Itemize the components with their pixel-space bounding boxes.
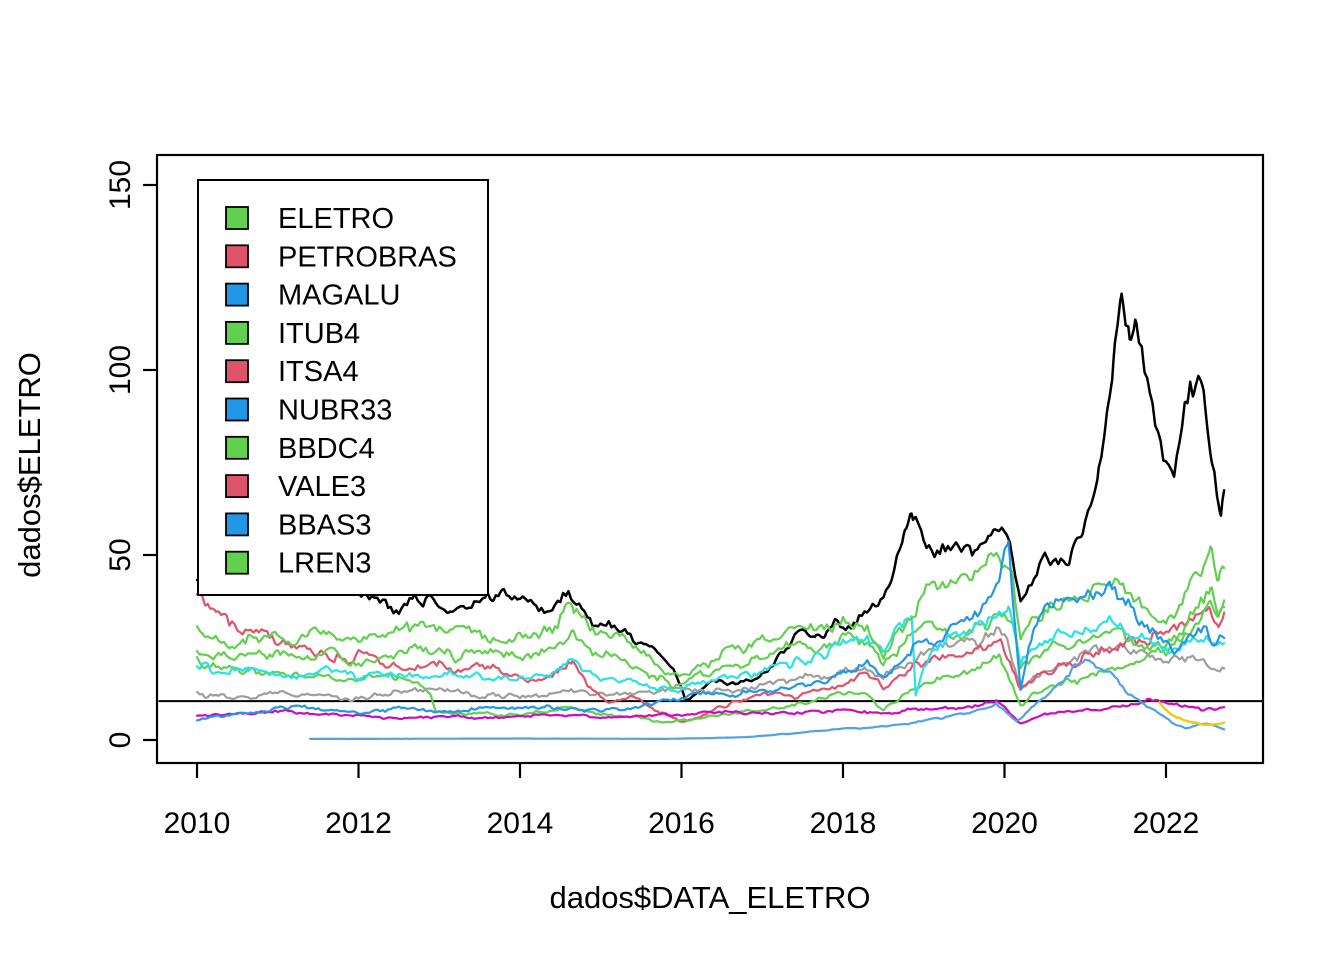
legend-swatch bbox=[225, 397, 249, 422]
legend-swatch bbox=[225, 244, 249, 269]
y-axis: 0 50 100 150 bbox=[104, 160, 157, 748]
series-line-petrobras bbox=[195, 592, 1226, 723]
legend-swatch bbox=[225, 282, 249, 307]
legend-item-label: LREN3 bbox=[278, 548, 372, 580]
legend-item-label: VALE3 bbox=[278, 471, 366, 503]
y-tick-label: 0 bbox=[104, 732, 137, 749]
x-tick-label: 2020 bbox=[971, 807, 1038, 840]
legend-item-label: ELETRO bbox=[278, 203, 394, 235]
series-lines bbox=[158, 292, 1262, 741]
y-tick-label: 100 bbox=[104, 345, 137, 395]
legend-swatch bbox=[225, 512, 249, 537]
x-tick-label: 2012 bbox=[325, 807, 392, 840]
legend-item-itub4: ITUB4 bbox=[225, 318, 360, 350]
legend-item-lren3: LREN3 bbox=[225, 548, 372, 580]
legend-item-bbdc4: BBDC4 bbox=[225, 433, 375, 465]
x-tick-label: 2022 bbox=[1133, 807, 1200, 840]
series-line-bbas3 bbox=[195, 540, 1226, 722]
legend-item-label: MAGALU bbox=[278, 280, 400, 312]
legend-item-eletro: ELETRO bbox=[225, 203, 394, 235]
legend-item-bbas3: BBAS3 bbox=[225, 509, 372, 541]
legend-item-itsa4: ITSA4 bbox=[225, 356, 359, 388]
legend-swatch bbox=[225, 474, 249, 499]
x-axis: 2010 2012 2014 2016 2018 2020 2022 bbox=[164, 763, 1200, 840]
series-line-itsa4 bbox=[195, 605, 1226, 697]
legend-item-nubr33: NUBR33 bbox=[225, 395, 392, 427]
legend-item-magalu: MAGALU bbox=[225, 280, 400, 312]
legend-item-label: PETROBRAS bbox=[278, 241, 457, 273]
legend-swatch bbox=[225, 550, 249, 575]
x-tick-label: 2014 bbox=[487, 807, 554, 840]
y-tick-label: 150 bbox=[104, 160, 137, 210]
legend-item-label: BBDC4 bbox=[278, 433, 375, 465]
legend-item-vale3: VALE3 bbox=[225, 471, 366, 503]
y-tick-label: 50 bbox=[104, 538, 137, 571]
x-tick-label: 2010 bbox=[164, 807, 231, 840]
legend-item-label: ITSA4 bbox=[278, 356, 359, 388]
series-line-vale3 bbox=[195, 697, 1226, 725]
series-line-nubr33 bbox=[1158, 701, 1226, 727]
legend-item-label: NUBR33 bbox=[278, 395, 392, 427]
legend-swatch bbox=[225, 206, 249, 230]
legend-swatch bbox=[225, 359, 249, 384]
legend: ELETRO PETROBRAS MAGALU ITUB4 ITSA4 NUBR33 BBD… bbox=[197, 179, 489, 596]
x-tick-label: 2018 bbox=[810, 807, 877, 840]
y-axis-title: dados$ELETRO bbox=[12, 352, 47, 578]
plot-border bbox=[155, 153, 1265, 765]
x-tick-label: 2016 bbox=[648, 807, 715, 840]
x-axis-title: dados$DATA_ELETRO bbox=[549, 880, 870, 915]
legend-item-label: ITUB4 bbox=[278, 318, 360, 350]
series-line-magalu bbox=[309, 658, 1226, 741]
legend-swatch bbox=[225, 320, 249, 345]
series-line-bbdc4 bbox=[195, 586, 1226, 690]
legend-swatch bbox=[225, 435, 249, 460]
legend-item-petrobras: PETROBRAS bbox=[225, 241, 457, 273]
legend-item-label: BBAS3 bbox=[278, 509, 372, 541]
